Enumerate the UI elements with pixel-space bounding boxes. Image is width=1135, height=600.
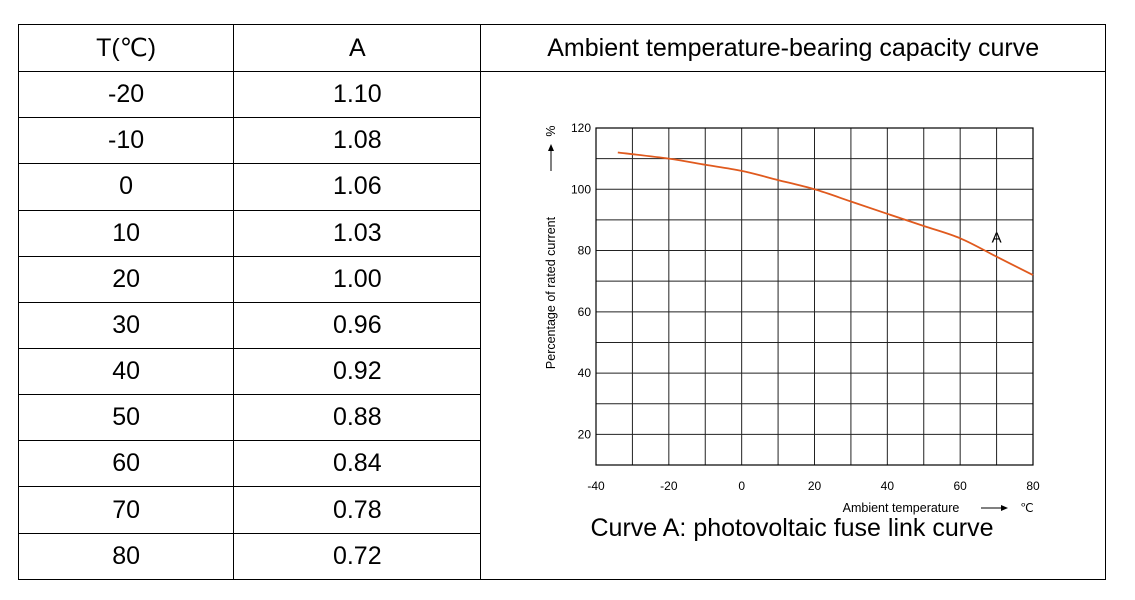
table-row: 0 1.06 xyxy=(17,163,1106,211)
y-axis-unit: % xyxy=(544,125,558,136)
plot-frame xyxy=(595,126,1035,466)
coefficient-cell: 0.92 xyxy=(233,348,482,396)
y-tick-label: 80 xyxy=(578,243,592,257)
coefficient-cell: 0.96 xyxy=(233,301,482,350)
table-row: -10 1.08 xyxy=(17,117,1106,165)
table-row: 30 0.96 xyxy=(17,301,1106,350)
y-axis-arrow-head xyxy=(548,143,555,151)
series-line-a xyxy=(618,151,1034,276)
temperature-cell: 30 xyxy=(17,301,235,350)
temperature-cell: -20 xyxy=(17,71,235,119)
x-tick-label: 20 xyxy=(808,479,822,493)
coefficient-cell: 1.06 xyxy=(233,163,482,211)
table-row: 10 1.03 xyxy=(17,209,1106,257)
header-row: T(℃) A Ambient temperature-bearing capac… xyxy=(17,23,1106,73)
temperature-cell: 20 xyxy=(17,255,235,303)
table-row: -20 1.10 20 40 60 80 100 120 -40 -20 0 20 40 60 80 Ambi… xyxy=(17,71,1106,580)
capacity-curve-chart: 20 40 60 80 100 120 -40 -20 0 20 40 60 80 Ambient tem… xyxy=(544,121,1041,542)
temperature-column-header: T(℃) xyxy=(17,23,235,73)
table-row: 80 0.72 xyxy=(17,532,1106,581)
coefficient-cell: 0.78 xyxy=(233,486,482,534)
table-row: 50 0.88 xyxy=(17,394,1106,442)
temperature-cell: 10 xyxy=(17,209,235,257)
temperature-cell: 0 xyxy=(17,163,235,211)
table-row: 20 1.00 xyxy=(17,255,1106,303)
x-axis-unit: ℃ xyxy=(1021,501,1034,515)
table-row: 40 0.92 xyxy=(17,348,1106,396)
x-tick-label: 0 xyxy=(739,479,746,493)
coefficient-cell: 1.00 xyxy=(233,255,482,303)
x-tick-label: 40 xyxy=(881,479,895,493)
x-tick-label: -40 xyxy=(588,479,606,493)
y-tick-label: 60 xyxy=(578,304,592,318)
temperature-cell: 60 xyxy=(17,440,235,488)
x-tick-label: 60 xyxy=(954,479,968,493)
temperature-cell: 40 xyxy=(17,348,235,396)
y-axis-label: Percentage of rated current xyxy=(544,216,558,369)
chart-cell: 20 40 60 80 100 120 -40 -20 0 20 40 60 80 Ambient tem… xyxy=(480,71,1106,580)
temperature-cell: -10 xyxy=(17,117,235,165)
chart-caption: Curve A: photovoltaic fuse link curve xyxy=(591,514,994,542)
series-label: A xyxy=(992,229,1002,246)
table-row: 70 0.78 xyxy=(17,486,1106,534)
y-tick-label: 120 xyxy=(571,121,591,135)
coefficient-cell: 0.72 xyxy=(233,532,482,581)
x-tick-label: 80 xyxy=(1027,479,1041,493)
fuse-data-table: T(℃) A Ambient temperature-bearing capac… xyxy=(17,23,1106,581)
x-axis-label: Ambient temperature xyxy=(843,501,960,515)
temperature-cell: 50 xyxy=(17,394,235,442)
temperature-cell: 70 xyxy=(17,486,235,534)
y-tick-label: 100 xyxy=(571,182,591,196)
table-row: 60 0.84 xyxy=(17,440,1106,488)
temperature-cell: 80 xyxy=(17,532,235,581)
y-tick-label: 20 xyxy=(578,427,592,441)
coefficient-cell: 1.03 xyxy=(233,209,482,257)
y-tick-label: 40 xyxy=(578,366,592,380)
chart-header: Ambient temperature-bearing capacity cur… xyxy=(480,23,1106,73)
coefficient-column-header: A xyxy=(233,23,482,73)
coefficient-cell: 0.88 xyxy=(233,394,482,442)
coefficient-cell: 1.10 xyxy=(233,71,482,119)
x-tick-label: -20 xyxy=(661,479,679,493)
coefficient-cell: 1.08 xyxy=(233,117,482,165)
x-axis-arrow-head xyxy=(1001,504,1009,511)
coefficient-cell: 0.84 xyxy=(233,440,482,488)
